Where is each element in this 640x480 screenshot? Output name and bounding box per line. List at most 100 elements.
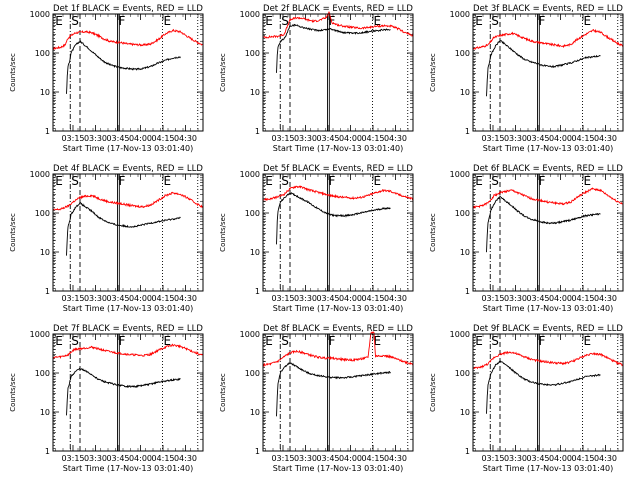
marker-label: E bbox=[164, 334, 172, 348]
x-tick-label: 03:30 bbox=[504, 134, 527, 143]
x-tick-label: 04:15 bbox=[151, 454, 174, 463]
marker-label: E bbox=[55, 14, 63, 28]
panel-title: Det 7f BLACK = Events, RED = LLD bbox=[53, 324, 203, 334]
x-tick-label: 03:15 bbox=[271, 454, 294, 463]
x-tick-label: 04:00 bbox=[549, 134, 572, 143]
x-tick-label: 03:15 bbox=[61, 294, 84, 303]
panel-title: Det 2f BLACK = Events, RED = LLD bbox=[263, 4, 413, 14]
red-lld-series bbox=[52, 191, 204, 211]
marker-label: E bbox=[164, 174, 172, 188]
marker-label: S bbox=[281, 334, 289, 348]
black-events-series bbox=[276, 192, 391, 245]
x-tick-label: 03:45 bbox=[106, 134, 129, 143]
black-events-series bbox=[486, 195, 601, 253]
x-tick-label: 04:30 bbox=[174, 294, 197, 303]
plot-frame bbox=[52, 333, 204, 452]
y-tick-label: 100 bbox=[35, 49, 50, 58]
panel-title: Det 5f BLACK = Events, RED = LLD bbox=[263, 164, 413, 174]
y-tick-label: 1000 bbox=[240, 170, 260, 179]
y-tick-label: 10 bbox=[40, 88, 50, 97]
x-tick-label: 04:00 bbox=[549, 294, 572, 303]
marker-label: S bbox=[491, 14, 499, 28]
black-events-series bbox=[66, 40, 181, 94]
marker-label: S bbox=[491, 174, 499, 188]
marker-label: E bbox=[265, 334, 273, 348]
black-events-series bbox=[486, 360, 601, 414]
marker-label: E bbox=[374, 334, 382, 348]
y-tick-label: 100 bbox=[455, 209, 470, 218]
y-axis-label: Counts/sec bbox=[9, 53, 17, 92]
black-events-series bbox=[276, 362, 391, 417]
x-tick-label: 04:00 bbox=[129, 454, 152, 463]
panel-title: Det 1f BLACK = Events, RED = LLD bbox=[53, 4, 203, 14]
y-tick-label: 10 bbox=[40, 248, 50, 257]
plot-frame bbox=[472, 13, 624, 132]
red-lld-series bbox=[472, 350, 624, 370]
y-tick-label: 1 bbox=[255, 287, 260, 296]
y-tick-label: 1 bbox=[45, 287, 50, 296]
panel-7: Det 7f BLACK = Events, RED = LLD Counts/s… bbox=[9, 324, 204, 473]
x-axis-label: Start Time (17-Nov-13 03:01:40) bbox=[483, 144, 613, 153]
panel-8: Det 8f BLACK = Events, RED = LLD Counts/s… bbox=[219, 324, 414, 473]
x-tick-label: 03:15 bbox=[271, 134, 294, 143]
y-tick-label: 1 bbox=[465, 447, 470, 456]
marker-label: E bbox=[55, 334, 63, 348]
x-tick-label: 04:00 bbox=[129, 134, 152, 143]
black-events-series bbox=[66, 367, 181, 416]
x-tick-label: 04:15 bbox=[151, 134, 174, 143]
plot-frame bbox=[262, 333, 414, 452]
x-tick-label: 03:30 bbox=[504, 294, 527, 303]
y-tick-label: 100 bbox=[35, 369, 50, 378]
red-lld-series bbox=[472, 28, 624, 50]
x-axis-label: Start Time (17-Nov-13 03:01:40) bbox=[63, 144, 193, 153]
marker-label: F bbox=[539, 334, 546, 348]
black-events-series bbox=[276, 23, 391, 73]
x-axis-label: Start Time (17-Nov-13 03:01:40) bbox=[63, 304, 193, 313]
y-tick-label: 1000 bbox=[30, 330, 50, 339]
y-tick-label: 1000 bbox=[30, 170, 50, 179]
x-axis-label: Start Time (17-Nov-13 03:01:40) bbox=[483, 464, 613, 473]
marker-label: F bbox=[119, 14, 126, 28]
x-tick-label: 04:15 bbox=[361, 454, 384, 463]
x-tick-label: 03:45 bbox=[526, 294, 549, 303]
x-tick-label: 03:30 bbox=[294, 454, 317, 463]
plot-frame bbox=[52, 173, 204, 292]
marker-label: F bbox=[119, 174, 126, 188]
panel-5: Det 5f BLACK = Events, RED = LLD Counts/s… bbox=[219, 164, 414, 313]
y-tick-label: 10 bbox=[40, 408, 50, 417]
panel-2: Det 2f BLACK = Events, RED = LLD Counts/s… bbox=[219, 4, 414, 153]
y-axis-label: Counts/sec bbox=[219, 213, 227, 252]
panel-4: Det 4f BLACK = Events, RED = LLD Counts/s… bbox=[9, 164, 204, 313]
y-axis-label: Counts/sec bbox=[9, 373, 17, 412]
panel-6: Det 6f BLACK = Events, RED = LLD Counts/s… bbox=[429, 164, 624, 313]
x-axis-label: Start Time (17-Nov-13 03:01:40) bbox=[273, 144, 403, 153]
x-tick-label: 04:00 bbox=[339, 454, 362, 463]
x-tick-label: 03:15 bbox=[61, 454, 84, 463]
x-tick-label: 04:15 bbox=[151, 294, 174, 303]
y-tick-label: 1 bbox=[255, 127, 260, 136]
marker-label: F bbox=[539, 174, 546, 188]
x-tick-label: 04:15 bbox=[361, 294, 384, 303]
x-tick-label: 03:15 bbox=[271, 294, 294, 303]
x-tick-label: 04:15 bbox=[571, 454, 594, 463]
x-tick-label: 04:15 bbox=[571, 134, 594, 143]
x-tick-label: 03:30 bbox=[294, 134, 317, 143]
y-axis-label: Counts/sec bbox=[429, 373, 437, 412]
marker-label: F bbox=[329, 334, 336, 348]
panel-1: Det 1f BLACK = Events, RED = LLD Counts/s… bbox=[9, 4, 204, 153]
marker-label: E bbox=[164, 14, 172, 28]
x-tick-label: 03:30 bbox=[84, 294, 107, 303]
black-events-series bbox=[486, 40, 601, 97]
x-tick-label: 04:00 bbox=[549, 454, 572, 463]
x-axis-label: Start Time (17-Nov-13 03:01:40) bbox=[273, 464, 403, 473]
x-tick-label: 03:45 bbox=[526, 134, 549, 143]
x-tick-label: 03:15 bbox=[481, 294, 504, 303]
x-tick-label: 03:30 bbox=[84, 134, 107, 143]
panel-title: Det 8f BLACK = Events, RED = LLD bbox=[263, 324, 413, 334]
y-tick-label: 100 bbox=[245, 49, 260, 58]
red-lld-series bbox=[262, 11, 414, 40]
x-tick-label: 03:45 bbox=[106, 454, 129, 463]
x-tick-label: 04:30 bbox=[594, 454, 617, 463]
y-tick-label: 100 bbox=[455, 49, 470, 58]
